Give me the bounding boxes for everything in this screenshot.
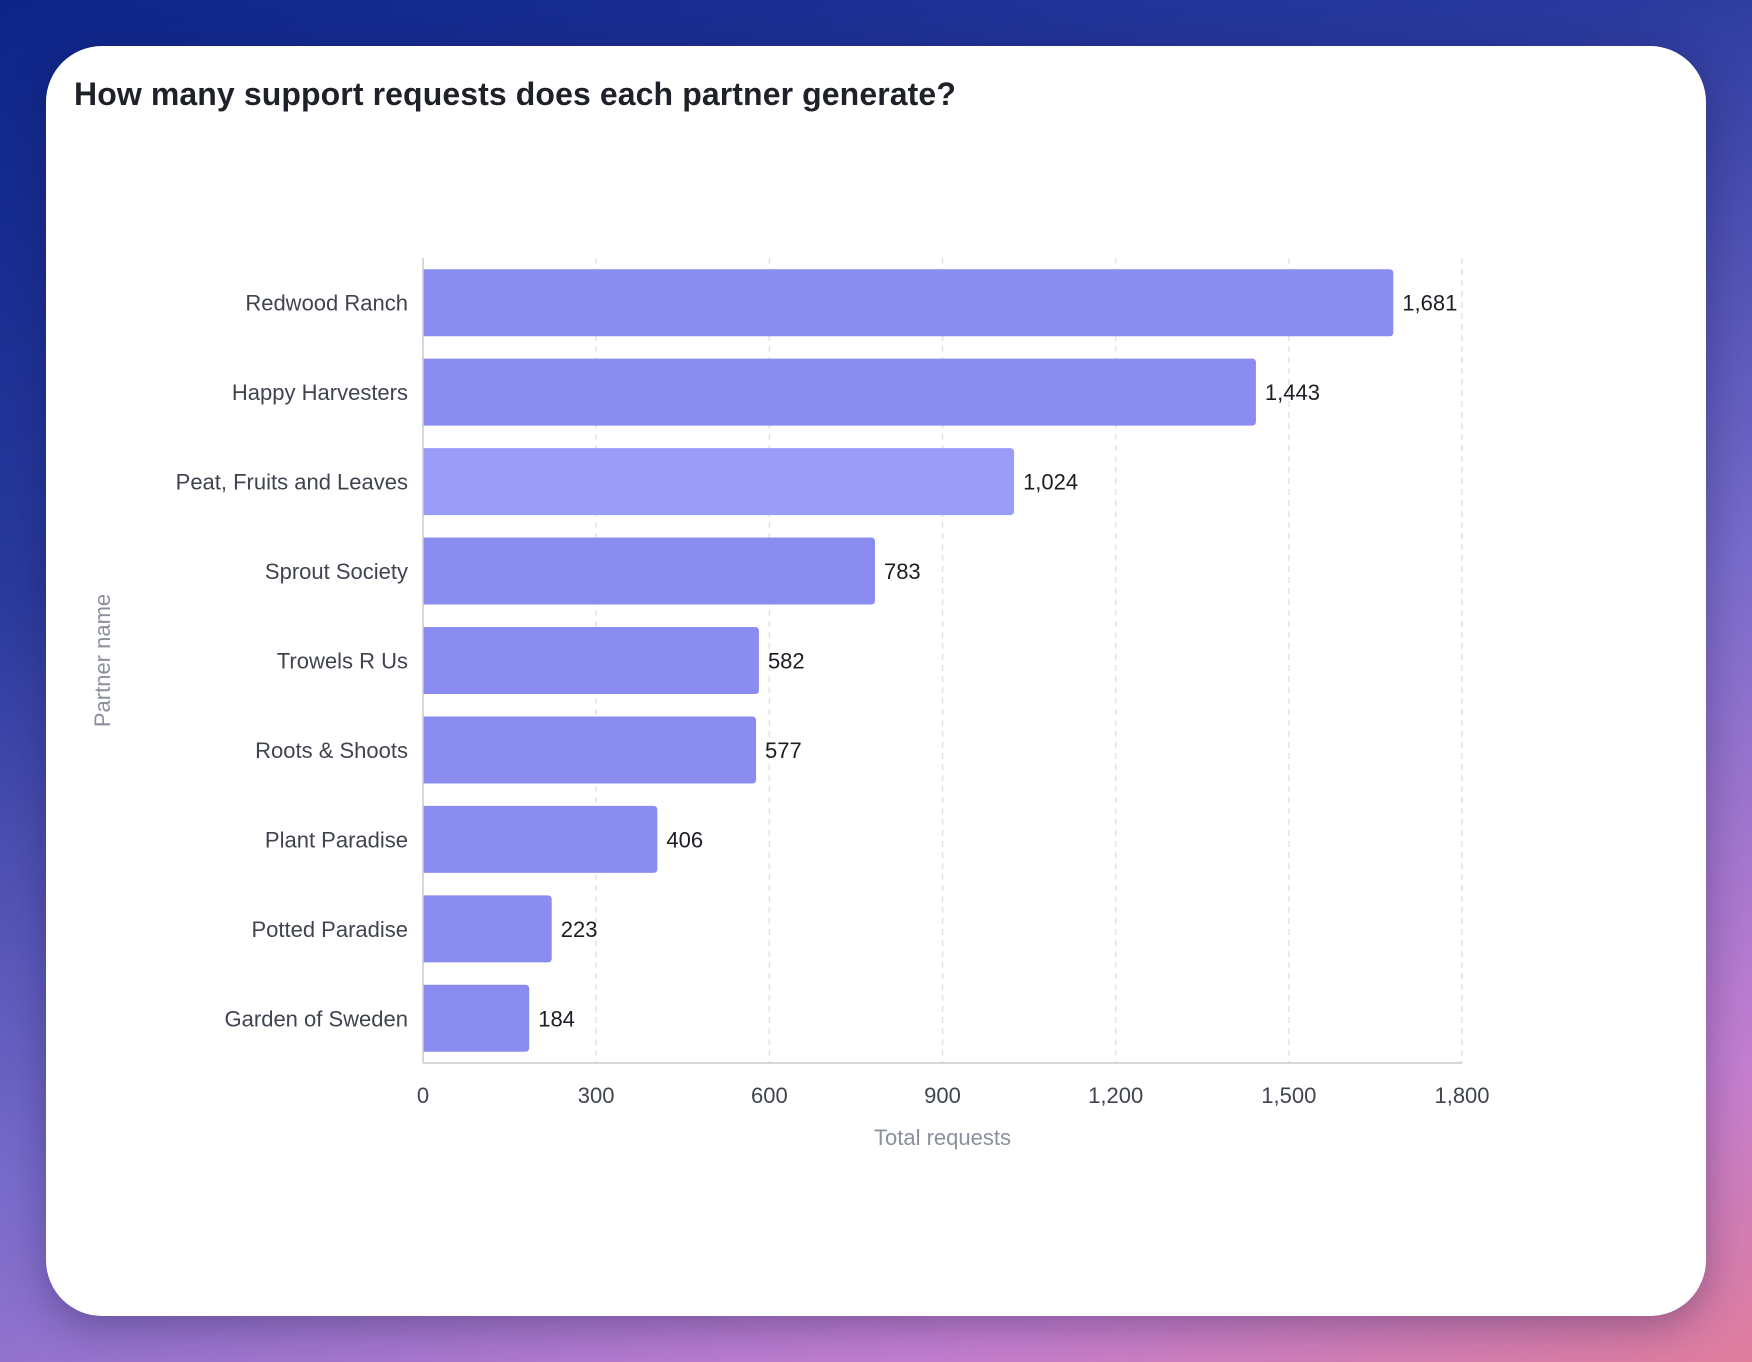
bar[interactable] — [423, 358, 1256, 426]
bar-value-label: 1,024 — [1023, 470, 1078, 495]
category-label: Plant Paradise — [265, 827, 408, 852]
x-tick-label: 900 — [924, 1083, 961, 1108]
bar[interactable] — [423, 537, 875, 605]
category-label: Potted Paradise — [251, 917, 408, 942]
bar-value-label: 184 — [538, 1006, 575, 1031]
bar[interactable] — [423, 716, 757, 784]
x-tick-label: 1,200 — [1088, 1083, 1143, 1108]
chart-card: How many support requests does each part… — [46, 46, 1706, 1316]
bar[interactable] — [423, 895, 552, 963]
category-label: Sprout Society — [265, 559, 408, 584]
bar-value-label: 223 — [561, 917, 598, 942]
bar[interactable] — [423, 805, 658, 873]
bar[interactable] — [423, 269, 1394, 337]
x-tick-label: 300 — [578, 1083, 615, 1108]
bar-value-label: 1,443 — [1265, 380, 1320, 405]
x-tick-label: 1,800 — [1434, 1083, 1489, 1108]
bar-value-label: 783 — [884, 559, 921, 584]
x-tick-label: 1,500 — [1261, 1083, 1316, 1108]
category-label: Roots & Shoots — [255, 738, 408, 763]
category-label: Trowels R Us — [277, 649, 408, 674]
bar-value-label: 582 — [768, 649, 805, 674]
bars — [423, 269, 1394, 1052]
bar-value-label: 406 — [666, 827, 703, 852]
x-tick-label: 600 — [751, 1083, 788, 1108]
bar-value-label: 577 — [765, 738, 802, 763]
category-label: Redwood Ranch — [245, 291, 408, 316]
bar-value-label: 1,681 — [1402, 291, 1457, 316]
category-label: Peat, Fruits and Leaves — [176, 470, 408, 495]
bar[interactable] — [423, 627, 759, 694]
bar[interactable] — [423, 984, 530, 1052]
x-axis-title: Total requests — [874, 1125, 1011, 1150]
category-label: Happy Harvesters — [232, 380, 408, 405]
bar[interactable] — [423, 448, 1015, 516]
x-tick-label: 0 — [417, 1083, 429, 1108]
bar-chart: 0 300 600 900 1,200 1,500 1,800 1,681 Redwood Ra… — [90, 258, 1490, 1150]
chart-title: How many support requests does each part… — [74, 76, 956, 112]
category-label: Garden of Sweden — [225, 1006, 408, 1031]
labels: 0 300 600 900 1,200 1,500 1,800 1,681 Redwood Ra… — [90, 291, 1490, 1150]
axes — [422, 258, 1462, 1064]
y-axis-title: Partner name — [90, 594, 115, 727]
